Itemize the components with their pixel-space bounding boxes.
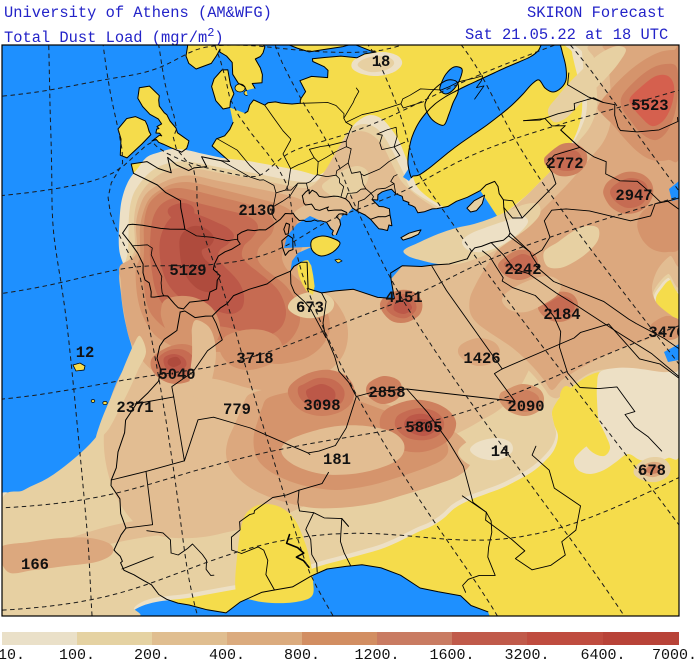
svg-text:779: 779 <box>223 401 251 419</box>
svg-text:2371: 2371 <box>116 399 153 417</box>
svg-text:2772: 2772 <box>546 155 583 173</box>
svg-text:5805: 5805 <box>405 419 442 437</box>
svg-text:3098: 3098 <box>303 397 340 415</box>
svg-text:18: 18 <box>372 53 391 71</box>
svg-text:1426: 1426 <box>463 350 500 368</box>
svg-text:673: 673 <box>296 299 324 317</box>
svg-text:2130: 2130 <box>238 202 275 220</box>
svg-text:2947: 2947 <box>615 187 652 205</box>
svg-text:14: 14 <box>491 443 510 461</box>
svg-text:5040: 5040 <box>158 366 195 384</box>
svg-text:2184: 2184 <box>543 306 580 324</box>
svg-text:2090: 2090 <box>507 398 544 416</box>
svg-text:3470: 3470 <box>648 324 685 342</box>
svg-text:166: 166 <box>21 556 49 574</box>
svg-text:5129: 5129 <box>169 262 206 280</box>
svg-text:2242: 2242 <box>504 261 541 279</box>
svg-text:2858: 2858 <box>368 384 405 402</box>
svg-text:181: 181 <box>323 451 351 469</box>
svg-text:678: 678 <box>638 462 666 480</box>
svg-text:12: 12 <box>76 344 95 362</box>
svg-text:5523: 5523 <box>631 97 668 115</box>
svg-text:3718: 3718 <box>236 350 273 368</box>
svg-text:4151: 4151 <box>385 289 422 307</box>
